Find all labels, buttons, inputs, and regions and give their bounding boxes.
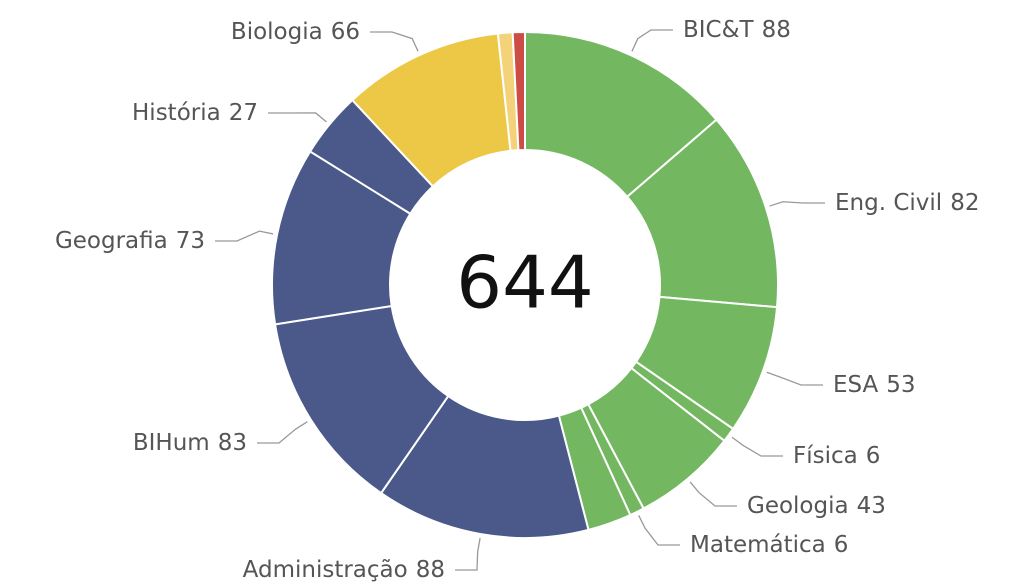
slice-name: BIC&T bbox=[683, 17, 755, 43]
slice-name: Geografia bbox=[55, 228, 168, 254]
slice-label: BIC&T 88 bbox=[683, 17, 791, 43]
slice-value: 27 bbox=[229, 100, 258, 126]
leader-line bbox=[257, 421, 308, 444]
slice-label: Matemática 6 bbox=[690, 532, 848, 558]
leader-line bbox=[631, 29, 673, 52]
slice-value: 6 bbox=[834, 532, 849, 558]
slice-label: Geografia 73 bbox=[55, 228, 205, 254]
leader-line bbox=[638, 515, 680, 546]
slice-value: 88 bbox=[416, 557, 445, 582]
slice bbox=[524, 30, 718, 199]
slice-label: Biologia 66 bbox=[231, 19, 360, 45]
leader-line bbox=[766, 371, 823, 386]
slice-value: 6 bbox=[866, 443, 881, 469]
slice-name: BIHum bbox=[133, 430, 210, 456]
slice-name: Administração bbox=[243, 557, 408, 582]
slice-value: 73 bbox=[176, 228, 205, 254]
slice-value: 66 bbox=[331, 19, 360, 45]
slice-label: Física 6 bbox=[793, 443, 880, 469]
slice-label: Eng. Civil 82 bbox=[835, 190, 979, 216]
slice-value: 53 bbox=[886, 372, 915, 398]
slice-name: Eng. Civil bbox=[835, 190, 942, 216]
leader-line bbox=[215, 230, 274, 242]
slice-value: 82 bbox=[950, 190, 979, 216]
slice-name: Matemática bbox=[690, 532, 826, 558]
slice-label: ESA 53 bbox=[833, 372, 916, 398]
slice-label: BIHum 83 bbox=[133, 430, 247, 456]
slice-value: 43 bbox=[857, 493, 886, 519]
leader-line bbox=[769, 201, 825, 207]
slice-name: ESA bbox=[833, 372, 879, 398]
slice-name: Física bbox=[793, 443, 858, 469]
slice-label: História 27 bbox=[132, 100, 258, 126]
slice-name: História bbox=[132, 100, 221, 126]
slice-name: Geologia bbox=[747, 493, 849, 519]
slice-label: Geologia 43 bbox=[747, 493, 886, 519]
slice bbox=[511, 30, 526, 152]
leader-line bbox=[455, 537, 481, 571]
leader-line bbox=[370, 31, 419, 52]
slice bbox=[379, 394, 590, 539]
leader-line bbox=[731, 436, 783, 457]
slice-value: 83 bbox=[218, 430, 247, 456]
leader-line bbox=[268, 112, 327, 123]
total: 644 bbox=[456, 241, 593, 325]
leader-line bbox=[689, 481, 737, 507]
slice-label: Administração 88 bbox=[243, 557, 445, 582]
slice-value: 88 bbox=[762, 17, 791, 43]
slice-name: Biologia bbox=[231, 19, 323, 45]
